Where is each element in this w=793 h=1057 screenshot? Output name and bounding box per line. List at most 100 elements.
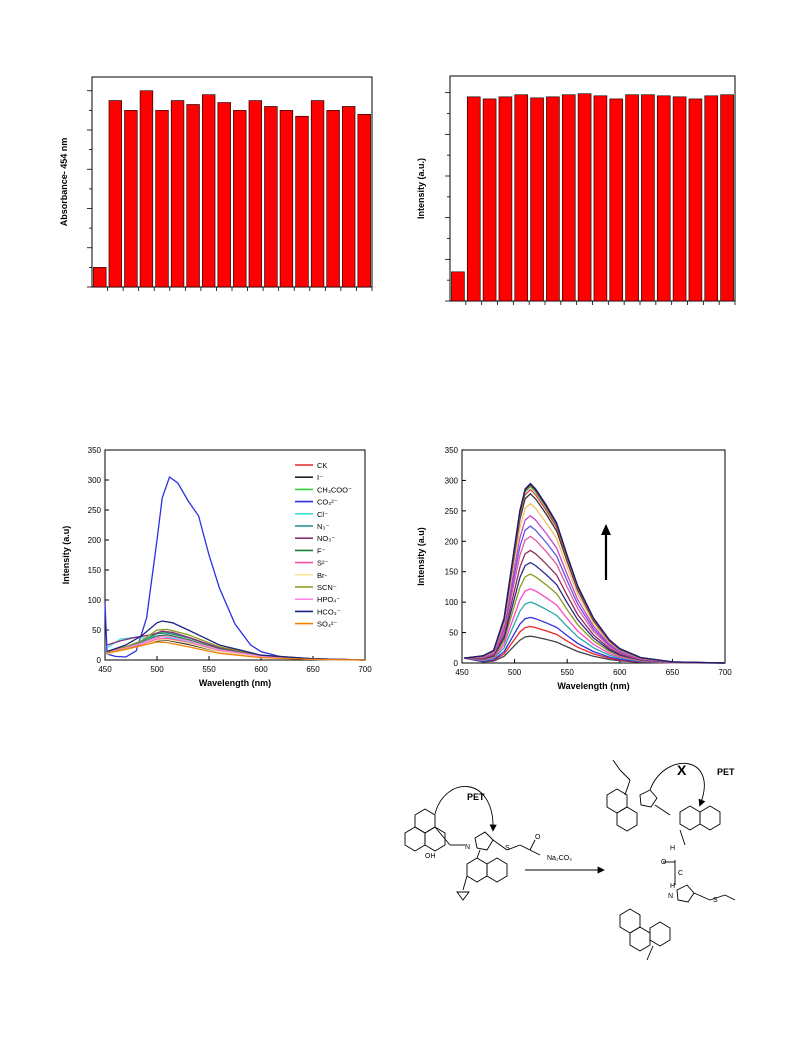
n-label-left: N xyxy=(465,844,470,851)
legend-entry: HCO₃⁻ xyxy=(317,607,341,616)
bar xyxy=(170,100,185,288)
bar xyxy=(139,90,154,288)
y-axis-label: Intensity (a.u.) xyxy=(416,158,426,219)
y-tick-label: 100 xyxy=(445,598,459,607)
reagent-label: Na₂CO₃ xyxy=(547,855,572,862)
h-label-bottom: H xyxy=(670,883,675,890)
bar xyxy=(672,96,687,302)
bar-chart-intensity-svg: Intensity (a.u.) xyxy=(416,75,736,305)
bar xyxy=(264,106,278,288)
y-tick-label: 0 xyxy=(454,659,459,668)
spectrum-line xyxy=(463,625,726,664)
bar-chart-intensity: Intensity (a.u.) xyxy=(410,68,750,313)
y-tick-label: 150 xyxy=(445,568,459,577)
spectrum-line xyxy=(464,573,726,664)
o-label-carbonate: O xyxy=(661,859,667,866)
x-tick-label: 550 xyxy=(561,668,575,677)
spectrum-line xyxy=(106,631,366,661)
pet-label-right: PET xyxy=(717,767,735,777)
spectrum-line xyxy=(464,601,726,664)
y-tick-label: 50 xyxy=(449,629,458,638)
s-label-right: S xyxy=(713,897,718,904)
bar xyxy=(248,100,263,288)
bar xyxy=(93,267,107,288)
legend-entry: N₃⁻ xyxy=(317,522,329,531)
spectrum-line xyxy=(104,475,366,661)
spectrum-line xyxy=(463,635,726,664)
bar xyxy=(720,94,734,302)
y-tick-label: 200 xyxy=(88,536,102,545)
left-molecule xyxy=(404,786,541,901)
bar xyxy=(310,100,325,288)
bar xyxy=(233,110,247,288)
y-tick-label: 150 xyxy=(88,566,102,575)
bar xyxy=(295,115,309,288)
spectrum-line xyxy=(464,482,726,664)
oh-label: OH xyxy=(425,853,436,860)
bar xyxy=(498,96,513,302)
h-label-top: H xyxy=(670,845,675,852)
bar xyxy=(201,94,216,288)
bar xyxy=(593,95,608,302)
trend-arrowhead xyxy=(601,524,611,535)
spectra-anion-selectivity: 450 500 550 600 650 700 0 50 100 150 200 250 300 350 W… xyxy=(55,440,385,700)
bar xyxy=(108,100,123,288)
x-tick-label: 450 xyxy=(455,668,469,677)
bar xyxy=(514,94,529,302)
legend-entry: Br- xyxy=(317,571,328,580)
o-label-left: O xyxy=(535,834,541,841)
spectrum-line xyxy=(464,561,726,664)
legend-entry: HPO₄⁻ xyxy=(317,595,340,604)
bar xyxy=(451,271,465,302)
reaction-scheme-svg: PET OH N S O Na₂CO₃ xyxy=(404,759,736,961)
y-axis-label: Intensity (a.u) xyxy=(416,527,426,586)
bar xyxy=(625,94,639,302)
pet-label-left: PET xyxy=(467,792,485,802)
spectrum-line xyxy=(464,588,726,664)
bar xyxy=(656,95,671,302)
s-label-left: S xyxy=(505,845,510,852)
legend-entry: CH₃COO⁻ xyxy=(317,485,352,494)
bar xyxy=(688,98,703,302)
spectrum-line xyxy=(106,641,366,661)
spectrum-line xyxy=(463,616,726,664)
y-tick-label: 350 xyxy=(445,446,459,455)
legend-entry: I⁻ xyxy=(317,473,323,482)
x-axis-label: Wavelength (nm) xyxy=(199,678,271,688)
n-label-right: N xyxy=(668,893,673,900)
bar xyxy=(186,104,200,288)
blocked-mark: X xyxy=(677,762,687,778)
spectrum-line xyxy=(464,535,726,664)
x-tick-label: 500 xyxy=(508,668,522,677)
y-tick-label: 100 xyxy=(88,596,102,605)
legend-entry: SCN⁻ xyxy=(317,583,337,592)
y-tick-label: 300 xyxy=(445,476,459,485)
bar xyxy=(546,96,560,302)
y-tick-label: 300 xyxy=(88,476,102,485)
bar xyxy=(217,102,231,288)
bar xyxy=(482,98,497,302)
y-tick-label: 250 xyxy=(445,507,459,516)
y-tick-label: 0 xyxy=(97,656,102,665)
bar-chart-absorbance: Absorbance- 454 nm xyxy=(55,65,385,305)
legend-entry: SO₄²⁻ xyxy=(317,620,337,629)
bar xyxy=(466,96,481,302)
plot-frame xyxy=(461,449,726,664)
x-tick-label: 650 xyxy=(306,665,320,674)
bar xyxy=(326,110,340,288)
y-tick-label: 250 xyxy=(88,506,102,515)
legend-entry: Cl⁻ xyxy=(317,510,328,519)
x-axis-label: Wavelength (nm) xyxy=(557,681,629,691)
bar xyxy=(609,98,624,302)
x-tick-label: 700 xyxy=(358,665,372,674)
y-tick-label: 50 xyxy=(92,626,101,635)
spectrum-line xyxy=(106,620,366,661)
bar xyxy=(704,95,719,302)
bar-chart-absorbance-svg: Absorbance- 454 nm xyxy=(59,76,373,291)
legend-entry: F⁻ xyxy=(317,546,326,555)
spectra-titration-svg: 450 500 550 600 650 700 0 50 100 150 200 250 300 350 W… xyxy=(416,446,732,691)
legend-entry: S²⁻ xyxy=(317,559,329,568)
y-tick-label: 200 xyxy=(445,537,459,546)
spectrum-line xyxy=(464,549,726,664)
x-tick-label: 550 xyxy=(202,665,216,674)
